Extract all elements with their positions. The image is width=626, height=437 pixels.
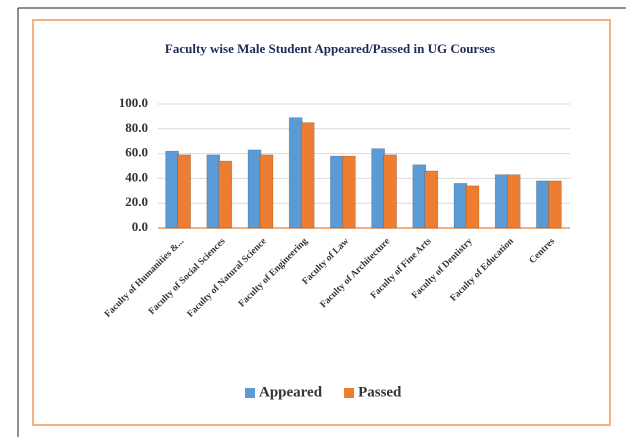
y-tick-label: 20.0 [125,194,148,209]
bar [288,117,303,229]
legend-swatch [344,388,355,398]
bar [548,180,562,229]
y-tick-label: 80.0 [125,120,148,135]
bar [247,149,262,229]
y-tick-label: 40.0 [125,169,148,184]
bar [206,154,221,229]
y-tick-label: 60.0 [125,145,148,160]
legend-label: Passed [358,384,402,400]
legend-label: Appeared [259,384,323,400]
bar [330,155,344,229]
legend-swatch [245,388,255,398]
bar [412,164,427,229]
bar [494,174,509,229]
chart-title: Faculty wise Male Student Appeared/Passe… [165,41,495,56]
bar [453,183,468,229]
bar [259,154,274,229]
bar [177,154,191,229]
bar [165,150,179,229]
bar [342,155,356,229]
bar [536,180,550,229]
bar [465,185,480,229]
y-tick-label: 0.0 [132,219,148,234]
bar [424,170,439,229]
bar [506,174,521,229]
chart-border [32,19,611,426]
bar [371,148,385,229]
bar [383,154,397,229]
y-tick-label: 100.0 [119,95,148,110]
bar [218,160,233,229]
bar [300,122,315,229]
